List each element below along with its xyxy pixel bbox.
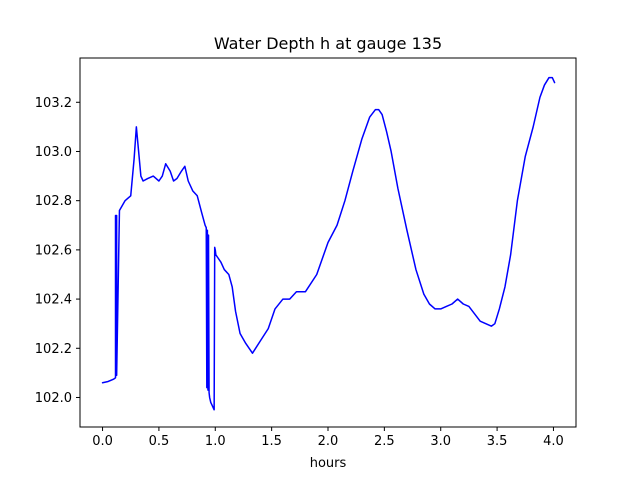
y-tick-label: 103.2 bbox=[35, 96, 72, 111]
y-tick-label: 102.4 bbox=[35, 293, 72, 308]
series-line-0 bbox=[101, 76, 556, 411]
x-axis-label: hours bbox=[310, 456, 347, 471]
x-tick-label: 0.5 bbox=[149, 434, 170, 449]
x-tick-label: 0.0 bbox=[92, 434, 113, 449]
x-tick-label: 2.5 bbox=[374, 434, 395, 449]
plot-area bbox=[101, 76, 556, 411]
y-tick-label: 102.8 bbox=[35, 194, 72, 209]
y-tick-label: 102.6 bbox=[35, 243, 72, 258]
x-tick-label: 2.0 bbox=[318, 434, 339, 449]
y-tick-label: 102.0 bbox=[35, 391, 72, 406]
x-tick-label: 4.0 bbox=[543, 434, 564, 449]
x-tick-label: 3.0 bbox=[430, 434, 451, 449]
x-tick-label: 1.5 bbox=[261, 434, 282, 449]
x-tick-label: 1.0 bbox=[205, 434, 226, 449]
axes-frame bbox=[79, 57, 577, 428]
x-axis: 0.0 0.5 1.0 1.5 2.0 2.5 3.0 3.5 4.0 bbox=[92, 427, 564, 449]
y-axis: 102.0 102.2 102.4 102.6 102.8 103.0 103.2 bbox=[35, 96, 80, 406]
chart-title: Water Depth h at gauge 135 bbox=[214, 34, 442, 53]
x-tick-label: 3.5 bbox=[487, 434, 508, 449]
y-tick-label: 103.0 bbox=[35, 145, 72, 160]
y-tick-label: 102.2 bbox=[35, 342, 72, 357]
